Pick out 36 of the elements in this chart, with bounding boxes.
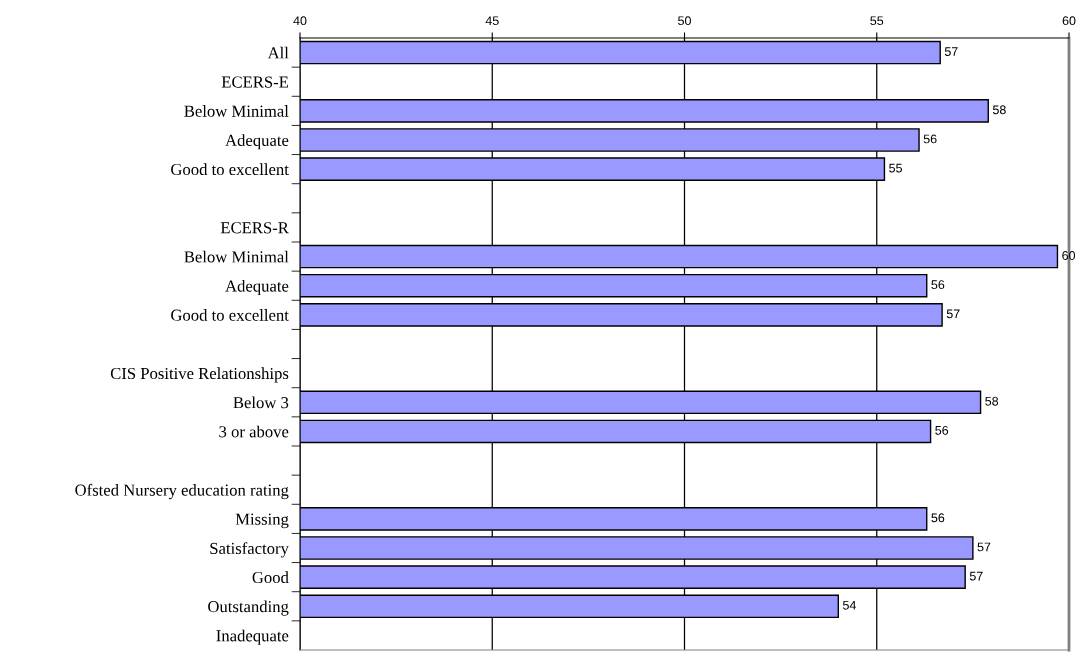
y-tick-label: Good to excellent	[171, 309, 289, 321]
y-tick-label: Below 3	[233, 396, 289, 409]
y-tick-label: Inadequate	[216, 629, 289, 645]
y-tick-label: Below Minimal	[184, 250, 289, 263]
data-label: 57	[946, 309, 960, 319]
data-label: 57	[944, 47, 958, 56]
data-label: 58	[992, 105, 1006, 115]
y-tick-label: Ofsted Nursery education rating	[75, 483, 289, 500]
y-tick-label: Good to excellent	[171, 163, 289, 176]
y-tick-label: Adequate	[225, 279, 289, 296]
data-label: 58	[985, 396, 999, 406]
x-tick-label: 45	[485, 16, 499, 26]
x-tick-label: 55	[870, 16, 884, 26]
y-tick-label: ECERS-E	[221, 76, 289, 88]
y-tick-label: ECERS-R	[220, 222, 289, 234]
data-label: 56	[923, 134, 937, 144]
x-tick-label: 40	[293, 16, 307, 26]
data-label: 56	[935, 425, 949, 435]
y-tick-label: Below Minimal	[184, 105, 289, 117]
y-tick-label: CIS Positive Relationships	[110, 367, 289, 383]
data-label: 54	[842, 600, 856, 610]
y-tick-label: All	[267, 46, 289, 59]
y-tick-label: 3 or above	[219, 425, 289, 438]
y-tick-label: Good	[252, 571, 289, 584]
y-tick-label: Satisfactory	[210, 542, 289, 558]
data-label: 56	[931, 513, 945, 523]
data-label: 55	[889, 163, 902, 173]
y-tick-label: Missing	[235, 513, 289, 529]
data-label: 60	[1062, 251, 1076, 260]
data-label: 57	[969, 571, 983, 581]
x-tick-label: 50	[678, 16, 691, 26]
y-tick-label: Adequate	[225, 134, 289, 150]
x-tick-label: 60	[1062, 16, 1076, 26]
y-tick-label: Outstanding	[208, 600, 289, 616]
data-label: 56	[931, 280, 945, 290]
data-label: 57	[977, 542, 991, 552]
